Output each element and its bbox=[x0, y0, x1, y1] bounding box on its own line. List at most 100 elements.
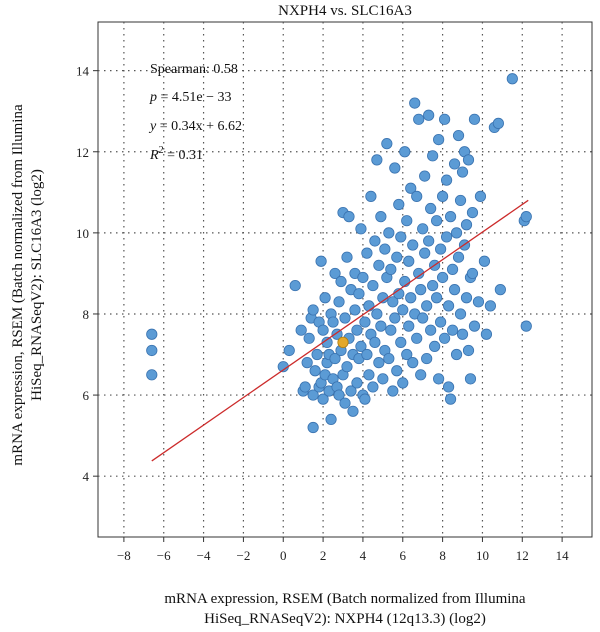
data-point bbox=[407, 357, 419, 369]
data-point bbox=[413, 113, 425, 125]
data-point bbox=[377, 373, 389, 385]
data-point bbox=[433, 373, 445, 385]
data-point bbox=[367, 279, 379, 292]
data-point bbox=[333, 389, 345, 401]
data-point bbox=[442, 381, 455, 393]
data-point bbox=[383, 227, 395, 239]
data-point bbox=[321, 336, 333, 348]
data-point bbox=[454, 194, 467, 207]
data-point bbox=[345, 385, 357, 397]
data-point bbox=[361, 247, 373, 259]
data-point bbox=[333, 296, 345, 308]
data-point bbox=[317, 393, 329, 405]
data-point bbox=[369, 235, 381, 247]
x-tick-label: 0 bbox=[280, 548, 287, 563]
data-point bbox=[349, 304, 361, 316]
data-point bbox=[391, 365, 403, 377]
data-point bbox=[357, 271, 369, 284]
data-point bbox=[385, 324, 397, 336]
x-axis-ticks: −8 −6 −4 −2 0 2 4 6 8 10 12 14 bbox=[117, 537, 569, 563]
data-point bbox=[421, 352, 433, 365]
data-point bbox=[484, 300, 497, 312]
data-point bbox=[341, 251, 353, 263]
data-point bbox=[309, 365, 321, 377]
data-point bbox=[423, 235, 435, 247]
data-point bbox=[375, 211, 387, 223]
data-point bbox=[403, 320, 415, 332]
data-points bbox=[146, 73, 532, 434]
data-point bbox=[454, 308, 467, 320]
y-axis-label: mRNA expression, RSEM (Batch normalized … bbox=[10, 104, 45, 466]
regression-line-group bbox=[151, 199, 529, 462]
data-point bbox=[355, 340, 367, 353]
data-point bbox=[452, 129, 465, 142]
x-tick-label: 4 bbox=[360, 548, 367, 563]
data-point bbox=[421, 300, 433, 312]
data-point bbox=[327, 316, 339, 328]
data-point bbox=[325, 413, 337, 426]
data-point bbox=[359, 316, 371, 328]
data-point bbox=[355, 223, 367, 235]
data-point bbox=[468, 320, 481, 332]
data-point bbox=[329, 352, 341, 365]
data-point bbox=[446, 324, 459, 336]
data-point bbox=[417, 223, 429, 235]
data-point bbox=[450, 348, 463, 361]
y-axis-label-line2: HiSeq_RNASeqV2): SLC16A3 (log2) bbox=[29, 169, 45, 401]
data-point bbox=[450, 227, 463, 239]
data-point bbox=[391, 251, 403, 263]
x-tick-label: 10 bbox=[476, 548, 489, 563]
data-point bbox=[466, 267, 479, 280]
data-point bbox=[456, 166, 469, 178]
data-point bbox=[367, 381, 379, 393]
data-point bbox=[319, 292, 331, 304]
x-tick-label: 6 bbox=[400, 548, 407, 563]
data-point bbox=[341, 361, 353, 373]
data-point bbox=[415, 284, 427, 296]
y-tick-label: 10 bbox=[76, 226, 89, 241]
highlighted-data-point bbox=[337, 336, 349, 348]
data-point bbox=[299, 381, 311, 393]
data-point bbox=[419, 247, 431, 259]
data-point bbox=[389, 312, 401, 324]
data-point bbox=[444, 393, 457, 405]
data-point bbox=[307, 389, 319, 401]
data-point bbox=[506, 73, 518, 85]
data-point bbox=[379, 243, 391, 255]
x-tick-label: −4 bbox=[197, 548, 211, 563]
data-point bbox=[415, 369, 427, 381]
data-point bbox=[371, 308, 383, 320]
data-point bbox=[411, 332, 423, 344]
data-point bbox=[427, 150, 439, 162]
data-point bbox=[393, 198, 405, 211]
y-tick-label: 14 bbox=[76, 64, 90, 79]
x-tick-label: −6 bbox=[157, 548, 171, 563]
data-point bbox=[351, 377, 363, 389]
statistics-annotation: Spearman: 0.58 p = 4.51e − 33 y = 0.34x … bbox=[148, 62, 242, 163]
data-point bbox=[431, 215, 443, 227]
data-point bbox=[387, 385, 399, 397]
regression-line bbox=[151, 199, 529, 462]
data-point bbox=[395, 336, 407, 348]
data-point bbox=[413, 267, 425, 280]
x-axis-label: mRNA expression, RSEM (Batch normalized … bbox=[164, 591, 526, 627]
spearman-label: Spearman: 0.58 bbox=[150, 62, 238, 77]
data-point bbox=[478, 255, 491, 267]
data-point bbox=[383, 352, 395, 365]
data-point bbox=[405, 292, 417, 304]
p-value-label: p = 4.51e − 33 bbox=[149, 90, 232, 105]
data-point bbox=[494, 284, 506, 296]
data-point bbox=[146, 344, 158, 357]
data-point bbox=[448, 284, 461, 296]
data-point bbox=[480, 328, 493, 340]
data-point bbox=[435, 243, 447, 255]
x-tick-label: −2 bbox=[236, 548, 250, 563]
data-point bbox=[335, 275, 347, 288]
x-tick-label: 14 bbox=[556, 548, 570, 563]
data-point bbox=[407, 239, 419, 251]
data-point bbox=[339, 312, 351, 324]
data-point bbox=[289, 279, 301, 292]
data-point bbox=[462, 154, 475, 166]
p-value: = 4.51e − 33 bbox=[157, 90, 232, 105]
